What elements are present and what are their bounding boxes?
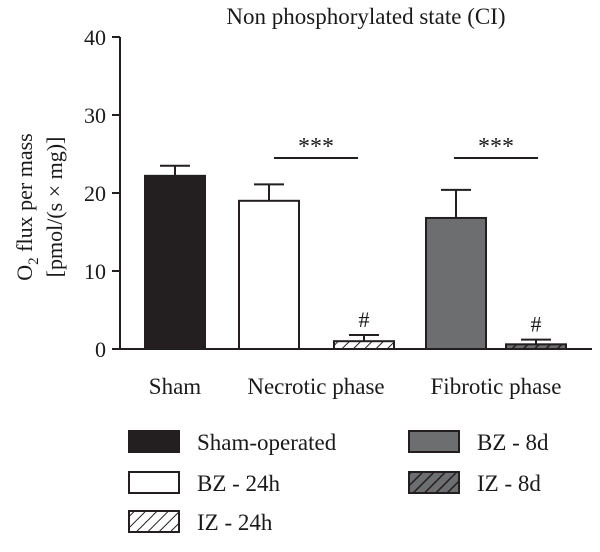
legend-swatch (128, 471, 180, 494)
legend-swatch (128, 510, 180, 533)
bar-bz-8d (425, 216, 487, 350)
y-tick-label: 20 (84, 181, 106, 206)
legend-swatch (128, 430, 180, 453)
y-tick-label: 40 (84, 25, 106, 50)
legend: Sham-operated BZ - 24h IZ - 24h BZ - 8d IZ -… (128, 430, 549, 535)
legend-swatch (408, 471, 460, 494)
legend-swatch (408, 430, 460, 453)
bar-sham-operated (144, 174, 206, 350)
bar-iz-8d (505, 343, 567, 351)
x-tick-label: Necrotic phase (247, 374, 384, 399)
legend-label: BZ - 24h (197, 471, 281, 496)
y-axis-unit: [pmol/(s × mg)] (42, 137, 67, 278)
bar-annotation: # (531, 312, 542, 337)
significance-label: *** (478, 134, 514, 160)
y-tick-label: 10 (84, 259, 106, 284)
bar-annotation: # (359, 307, 370, 332)
y-axis-label-main: O (12, 265, 37, 281)
y-tick-label: 0 (95, 337, 106, 362)
legend-label: IZ - 24h (197, 510, 273, 535)
legend-label: Sham-operated (197, 430, 337, 455)
bar-bz-24h (238, 199, 300, 350)
bar-iz-24h (333, 340, 395, 351)
legend-label: IZ - 8d (477, 471, 541, 496)
significance-label: *** (298, 134, 334, 160)
legend-label: BZ - 8d (477, 430, 549, 455)
chart-title: Non phosphorylated state (CI) (226, 4, 505, 29)
y-axis-label-subscript: 2 (26, 257, 42, 265)
x-tick-label: Sham (149, 374, 202, 399)
plot-area: 0 10 20 30 40 # # *** *** Sham Necrotic phase Fibro… (84, 25, 592, 399)
y-axis-label-rest: flux per mass (12, 133, 37, 257)
y-axis-label: O2 flux per mass (12, 133, 42, 280)
y-tick-label: 30 (84, 103, 106, 128)
x-tick-label: Fibrotic phase (431, 374, 562, 399)
